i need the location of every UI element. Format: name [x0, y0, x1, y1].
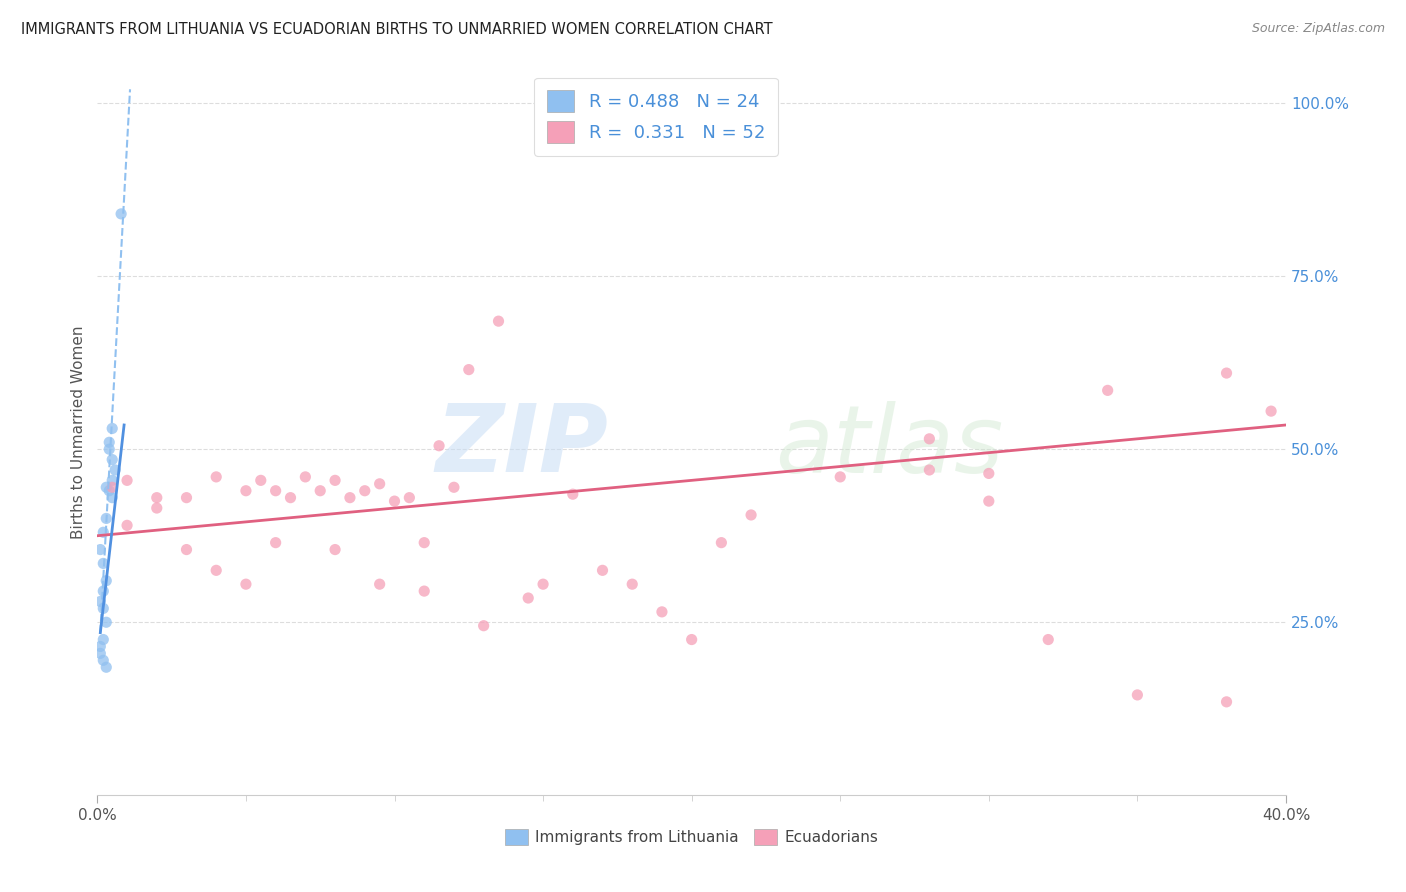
Point: [413, 535, 436, 549]
Point: [918, 463, 941, 477]
Point: [91, 632, 114, 647]
Point: [91, 584, 114, 599]
Point: [96, 574, 118, 588]
Point: [91, 653, 114, 667]
Point: [264, 535, 287, 549]
Point: [89, 594, 111, 608]
Point: [561, 487, 583, 501]
Point: [280, 491, 302, 505]
Point: [98, 435, 121, 450]
Point: [592, 563, 614, 577]
Point: [1126, 688, 1149, 702]
Point: [413, 584, 436, 599]
Point: [830, 470, 852, 484]
Point: [1038, 632, 1060, 647]
Point: [91, 525, 114, 540]
Point: [918, 432, 941, 446]
Point: [205, 563, 228, 577]
Point: [977, 467, 1000, 481]
Point: [91, 601, 114, 615]
Point: [146, 501, 169, 516]
Point: [398, 491, 420, 505]
Point: [443, 480, 465, 494]
Point: [531, 577, 554, 591]
Point: [294, 470, 316, 484]
Point: [384, 494, 406, 508]
Point: [110, 207, 132, 221]
Point: [115, 518, 138, 533]
Point: [89, 640, 111, 654]
Point: [89, 647, 111, 661]
Point: [368, 476, 391, 491]
Point: [681, 632, 703, 647]
Point: [101, 474, 124, 488]
Point: [176, 542, 198, 557]
Point: [96, 511, 118, 525]
Point: [740, 508, 762, 522]
Point: [368, 577, 391, 591]
Text: ZIP: ZIP: [436, 401, 609, 492]
Point: [101, 452, 124, 467]
Point: [710, 535, 733, 549]
Point: [1215, 366, 1237, 380]
Point: [205, 470, 228, 484]
Point: [488, 314, 510, 328]
Point: [96, 660, 118, 674]
Point: [98, 442, 121, 457]
Text: IMMIGRANTS FROM LITHUANIA VS ECUADORIAN BIRTHS TO UNMARRIED WOMEN CORRELATION CH: IMMIGRANTS FROM LITHUANIA VS ECUADORIAN …: [21, 22, 773, 37]
Point: [235, 483, 257, 498]
Point: [1097, 384, 1119, 398]
Point: [98, 483, 121, 498]
Point: [96, 615, 118, 630]
Point: [651, 605, 673, 619]
Point: [339, 491, 361, 505]
Point: [264, 483, 287, 498]
Point: [353, 483, 375, 498]
Point: [104, 463, 127, 477]
Y-axis label: Births to Unmarried Women: Births to Unmarried Women: [72, 326, 86, 539]
Point: [96, 480, 118, 494]
Point: [115, 474, 138, 488]
Point: [146, 491, 169, 505]
Point: [472, 618, 495, 632]
Point: [249, 474, 271, 488]
Point: [977, 494, 1000, 508]
Point: [101, 491, 124, 505]
Legend: R = 0.488   N = 24, R =  0.331   N = 52: R = 0.488 N = 24, R = 0.331 N = 52: [534, 78, 778, 156]
Point: [89, 542, 111, 557]
Point: [235, 577, 257, 591]
Point: [101, 421, 124, 435]
Point: [427, 439, 450, 453]
Point: [176, 491, 198, 505]
Text: Source: ZipAtlas.com: Source: ZipAtlas.com: [1251, 22, 1385, 36]
Point: [517, 591, 540, 605]
Point: [309, 483, 332, 498]
Point: [1260, 404, 1282, 418]
Point: [323, 542, 346, 557]
Text: atlas: atlas: [775, 401, 1002, 492]
Point: [457, 362, 479, 376]
Point: [1215, 695, 1237, 709]
Point: [91, 557, 114, 571]
Point: [323, 474, 346, 488]
Point: [621, 577, 644, 591]
Point: [101, 480, 124, 494]
